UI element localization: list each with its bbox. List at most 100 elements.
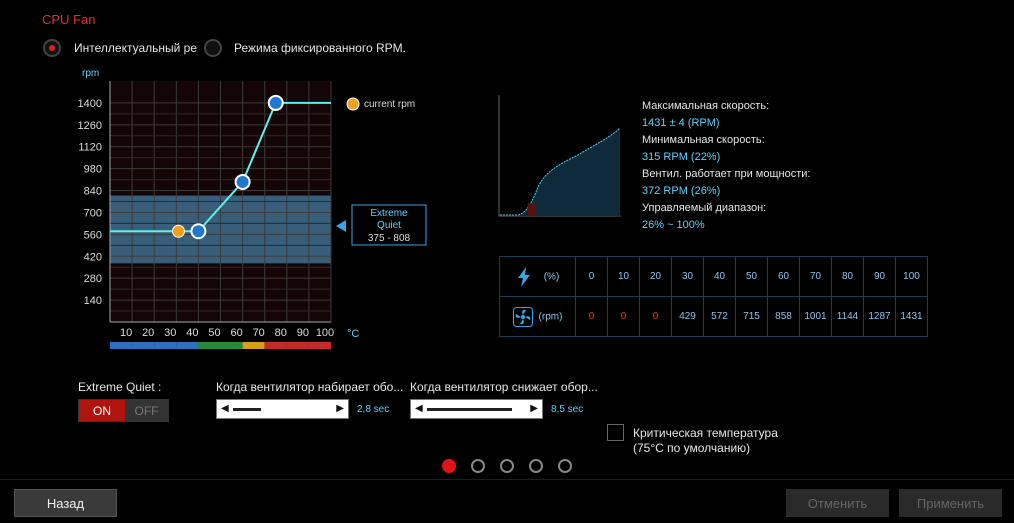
fan-speed-preview-graph [498, 95, 621, 217]
rpm-header: (rpm) [499, 296, 576, 337]
arrow-left-icon[interactable]: ◀ [221, 403, 229, 414]
rpm-cell: 0 [639, 296, 672, 337]
temp-bar-segment [308, 342, 331, 349]
fan-curve-chart[interactable]: 140 280 420 560 700 840 980 1120 1260 1400 rpm 10 20… [70, 62, 430, 352]
rpm-cell: 1287 [863, 296, 896, 337]
page-title: CPU Fan [42, 12, 96, 27]
max-speed-value: 1431 ± 4 (RPM) [642, 117, 720, 129]
page-dot[interactable] [442, 459, 456, 473]
band-label-box [351, 204, 427, 246]
arrow-right-icon[interactable]: ▶ [530, 403, 538, 414]
current-rpm-point [172, 224, 186, 238]
cancel-button[interactable]: Отменить [786, 489, 889, 517]
smart-mode-radio[interactable] [43, 39, 61, 57]
y-tick-label: 1260 [78, 120, 102, 132]
extreme-quiet-label: Extreme Quiet : [78, 380, 162, 394]
toggle-off[interactable]: OFF [125, 400, 168, 421]
temp-bar-segment [176, 342, 199, 349]
min-speed-value: 315 RPM (22%) [642, 151, 721, 163]
y-tick-label: 140 [84, 295, 102, 307]
x-tick-label: 70 [253, 327, 265, 339]
ramp-down-value: 8,5 sec [551, 404, 584, 415]
rpm-cell: 1144 [831, 296, 864, 337]
y-tick-label: 560 [84, 229, 102, 241]
rpm-row: (rpm) 0 0 0 429 572 715 858 1001 1144 1287 1431 [499, 296, 928, 337]
temp-bar-segment [110, 342, 133, 349]
x-tick-label: 20 [142, 327, 154, 339]
curve-control-point[interactable] [190, 223, 207, 240]
max-speed-label: Максимальная скорость: [642, 100, 770, 112]
page-dot[interactable] [558, 459, 572, 473]
x-tick-label: 40 [186, 327, 198, 339]
curve-control-point[interactable] [267, 94, 284, 111]
pct-cell: 10 [607, 256, 640, 297]
extreme-quiet-toggle[interactable]: ON OFF [78, 399, 169, 422]
pct-cell: 50 [735, 256, 768, 297]
critical-temp-label[interactable]: Критическая температура (75°C по умолчан… [633, 426, 778, 456]
critical-temp-checkbox[interactable] [607, 424, 624, 441]
power-label: Вентил. работает при мощности: [642, 168, 811, 180]
range-label: Управляемый диапазон: [642, 202, 767, 214]
ramp-up-track[interactable] [233, 408, 261, 411]
arrow-left-icon[interactable]: ◀ [415, 403, 423, 414]
band-label-line1: Extreme [370, 208, 408, 219]
ramp-up-slider[interactable]: ◀ ▶ [216, 399, 349, 419]
x-tick-label: 50 [208, 327, 220, 339]
legend-label: current rpm [364, 99, 415, 110]
ramp-down-track[interactable] [427, 408, 512, 411]
ramp-up-label: Когда вентилятор набирает обо... [216, 380, 404, 394]
critical-temp-line1: Критическая температура [633, 426, 778, 440]
min-speed-label: Минимальная скорость: [642, 134, 765, 146]
y-tick-label: 280 [84, 273, 102, 285]
temp-bar-segment [154, 342, 177, 349]
pct-header: (%) [499, 256, 576, 297]
band-pointer-icon [336, 220, 346, 232]
y-tick-label: 700 [84, 207, 102, 219]
page-dot[interactable] [529, 459, 543, 473]
x-tick-label: 60 [230, 327, 242, 339]
apply-button[interactable]: Применить [899, 489, 1002, 517]
ramp-down-label: Когда вентилятор снижает обор... [410, 380, 598, 394]
pct-cell: 40 [703, 256, 736, 297]
smart-mode-label[interactable]: Интеллектуальный ре [74, 41, 198, 55]
ramp-up-value: 2,8 sec [357, 404, 390, 415]
fixed-rpm-mode-radio[interactable] [204, 39, 222, 57]
page-dot[interactable] [500, 459, 514, 473]
rpm-cell: 572 [703, 296, 736, 337]
rpm-cell: 1001 [799, 296, 832, 337]
arrow-right-icon[interactable]: ▶ [336, 403, 344, 414]
temp-bar-segment [132, 342, 155, 349]
pct-cell: 30 [671, 256, 704, 297]
range-value: 26% ~ 100% [642, 219, 705, 231]
y-tick-label: 1400 [78, 98, 102, 110]
curve-control-point[interactable] [234, 173, 251, 190]
lightning-icon [517, 266, 530, 287]
rpm-cell: 0 [575, 296, 608, 337]
pct-cell: 60 [767, 256, 800, 297]
ramp-down-slider[interactable]: ◀ ▶ [410, 399, 543, 419]
rpm-cell: 715 [735, 296, 768, 337]
back-button[interactable]: Назад [14, 489, 117, 517]
band-label-range: 375 - 808 [368, 233, 411, 244]
critical-temp-line2: (75°C по умолчанию) [633, 441, 751, 455]
page-dot[interactable] [471, 459, 485, 473]
pct-cell: 90 [863, 256, 896, 297]
fixed-rpm-mode-label[interactable]: Режима фиксированного RPM. [234, 41, 406, 55]
pct-row: (%) 0 10 20 30 40 50 60 70 80 90 100 [499, 256, 928, 297]
x-tick-label: 90 [297, 327, 309, 339]
x-tick-label: 30 [164, 327, 176, 339]
rpm-cell: 429 [671, 296, 704, 337]
x-tick-label: 100 [316, 327, 334, 339]
pct-cell: 100 [895, 256, 928, 297]
rpm-percentage-table: (%) 0 10 20 30 40 50 60 70 80 90 100 (rpm) 0 0 0 429 5… [499, 256, 928, 337]
temp-bar-segment [286, 342, 309, 349]
pct-unit: (%) [543, 271, 560, 283]
y-tick-label: 980 [84, 164, 102, 176]
legend-marker [346, 97, 360, 111]
pct-cell: 0 [575, 256, 608, 297]
band-label-line2: Quiet [377, 220, 401, 231]
rpm-cell: 858 [767, 296, 800, 337]
x-axis-unit: °C [347, 328, 359, 340]
toggle-on[interactable]: ON [79, 400, 125, 421]
x-tick-label: 10 [120, 327, 132, 339]
